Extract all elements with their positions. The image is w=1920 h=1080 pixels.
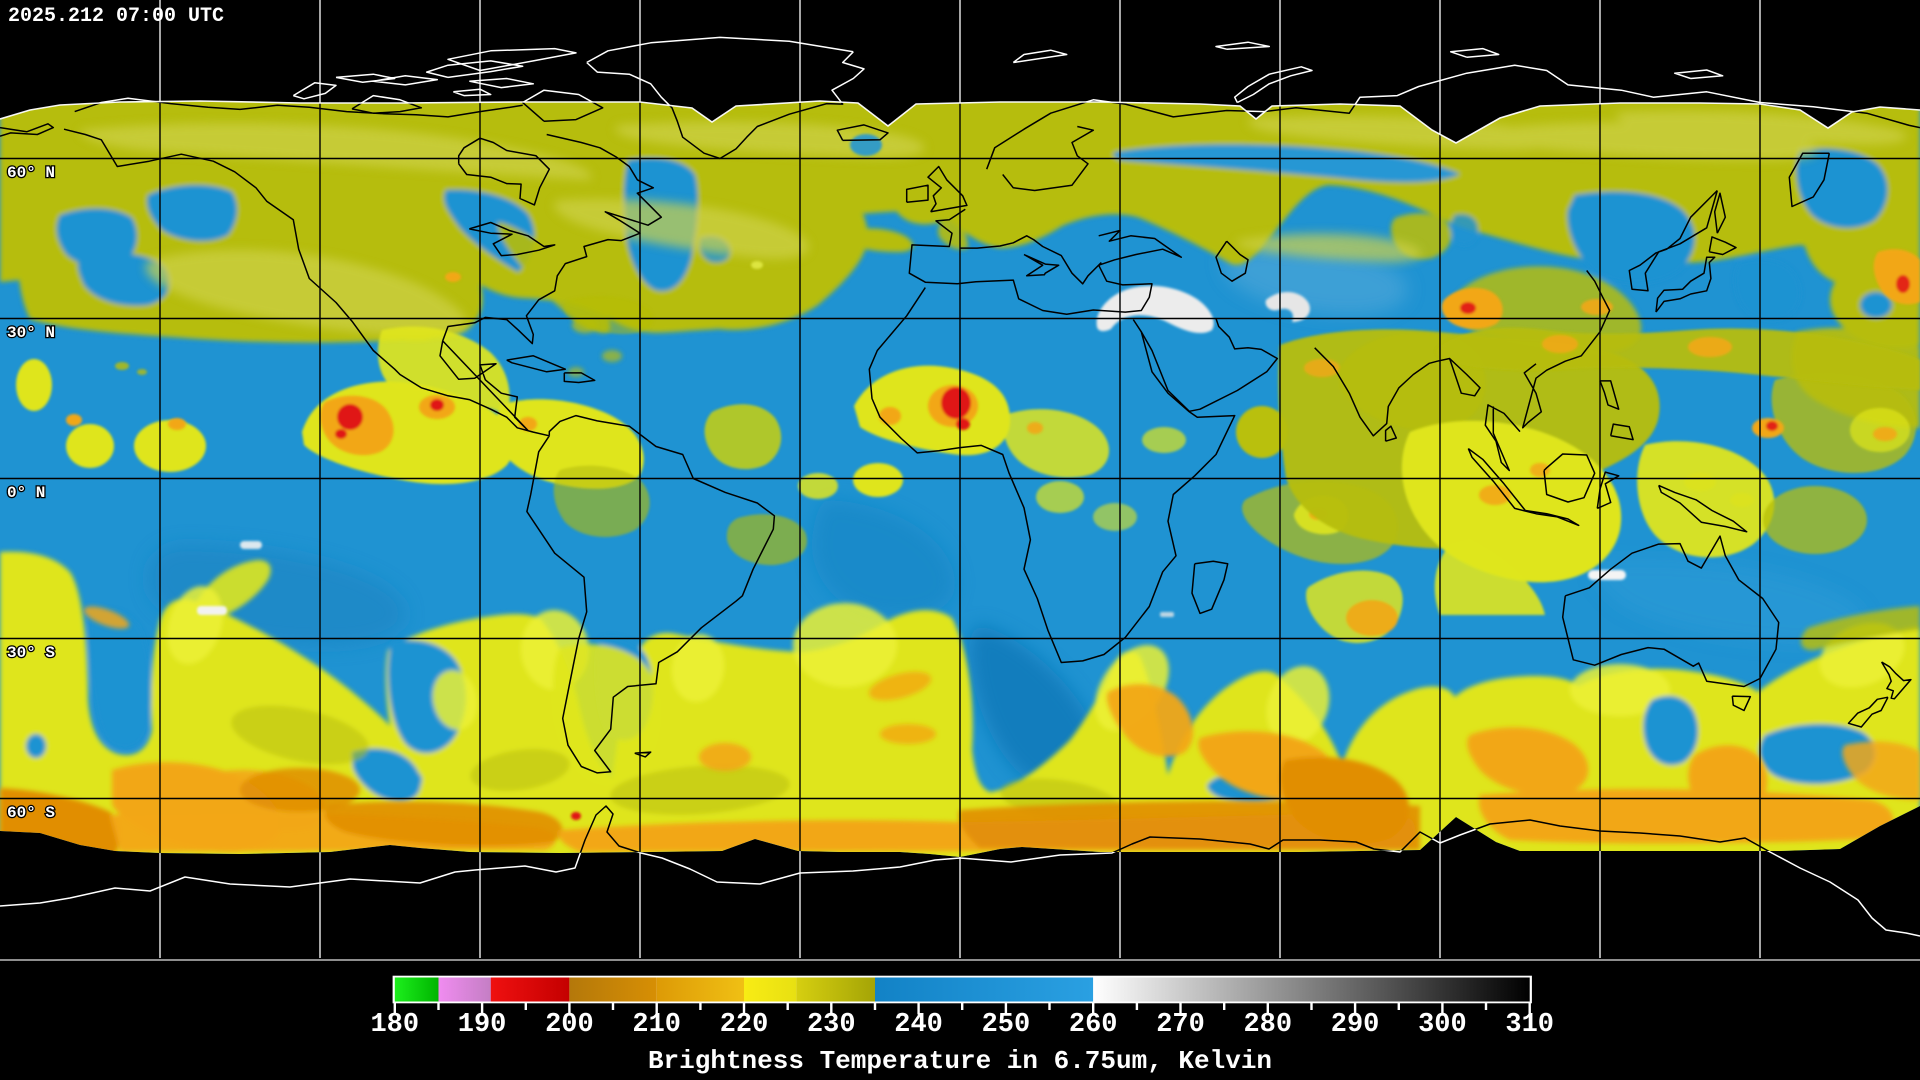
svg-text:180: 180 — [370, 1010, 419, 1040]
svg-text:220: 220 — [720, 1010, 769, 1040]
svg-text:240: 240 — [894, 1010, 943, 1040]
svg-text:30° S: 30° S — [7, 644, 55, 662]
svg-text:260: 260 — [1069, 1010, 1118, 1040]
svg-text:Brightness Temperature in 6.75: Brightness Temperature in 6.75um, Kelvin — [648, 1046, 1272, 1076]
svg-text:290: 290 — [1331, 1010, 1380, 1040]
svg-text:280: 280 — [1243, 1010, 1292, 1040]
svg-text:60° N: 60° N — [7, 164, 55, 182]
svg-text:300: 300 — [1418, 1010, 1467, 1040]
svg-text:250: 250 — [982, 1010, 1031, 1040]
svg-text:200: 200 — [545, 1010, 594, 1040]
svg-text:190: 190 — [458, 1010, 507, 1040]
svg-text:0° N: 0° N — [7, 484, 45, 502]
svg-text:310: 310 — [1505, 1010, 1554, 1040]
svg-text:230: 230 — [807, 1010, 856, 1040]
svg-text:30° N: 30° N — [7, 324, 55, 342]
svg-text:210: 210 — [632, 1010, 681, 1040]
svg-text:270: 270 — [1156, 1010, 1205, 1040]
svg-text:60° S: 60° S — [7, 804, 55, 822]
svg-text:2025.212 07:00 UTC: 2025.212 07:00 UTC — [8, 5, 224, 28]
